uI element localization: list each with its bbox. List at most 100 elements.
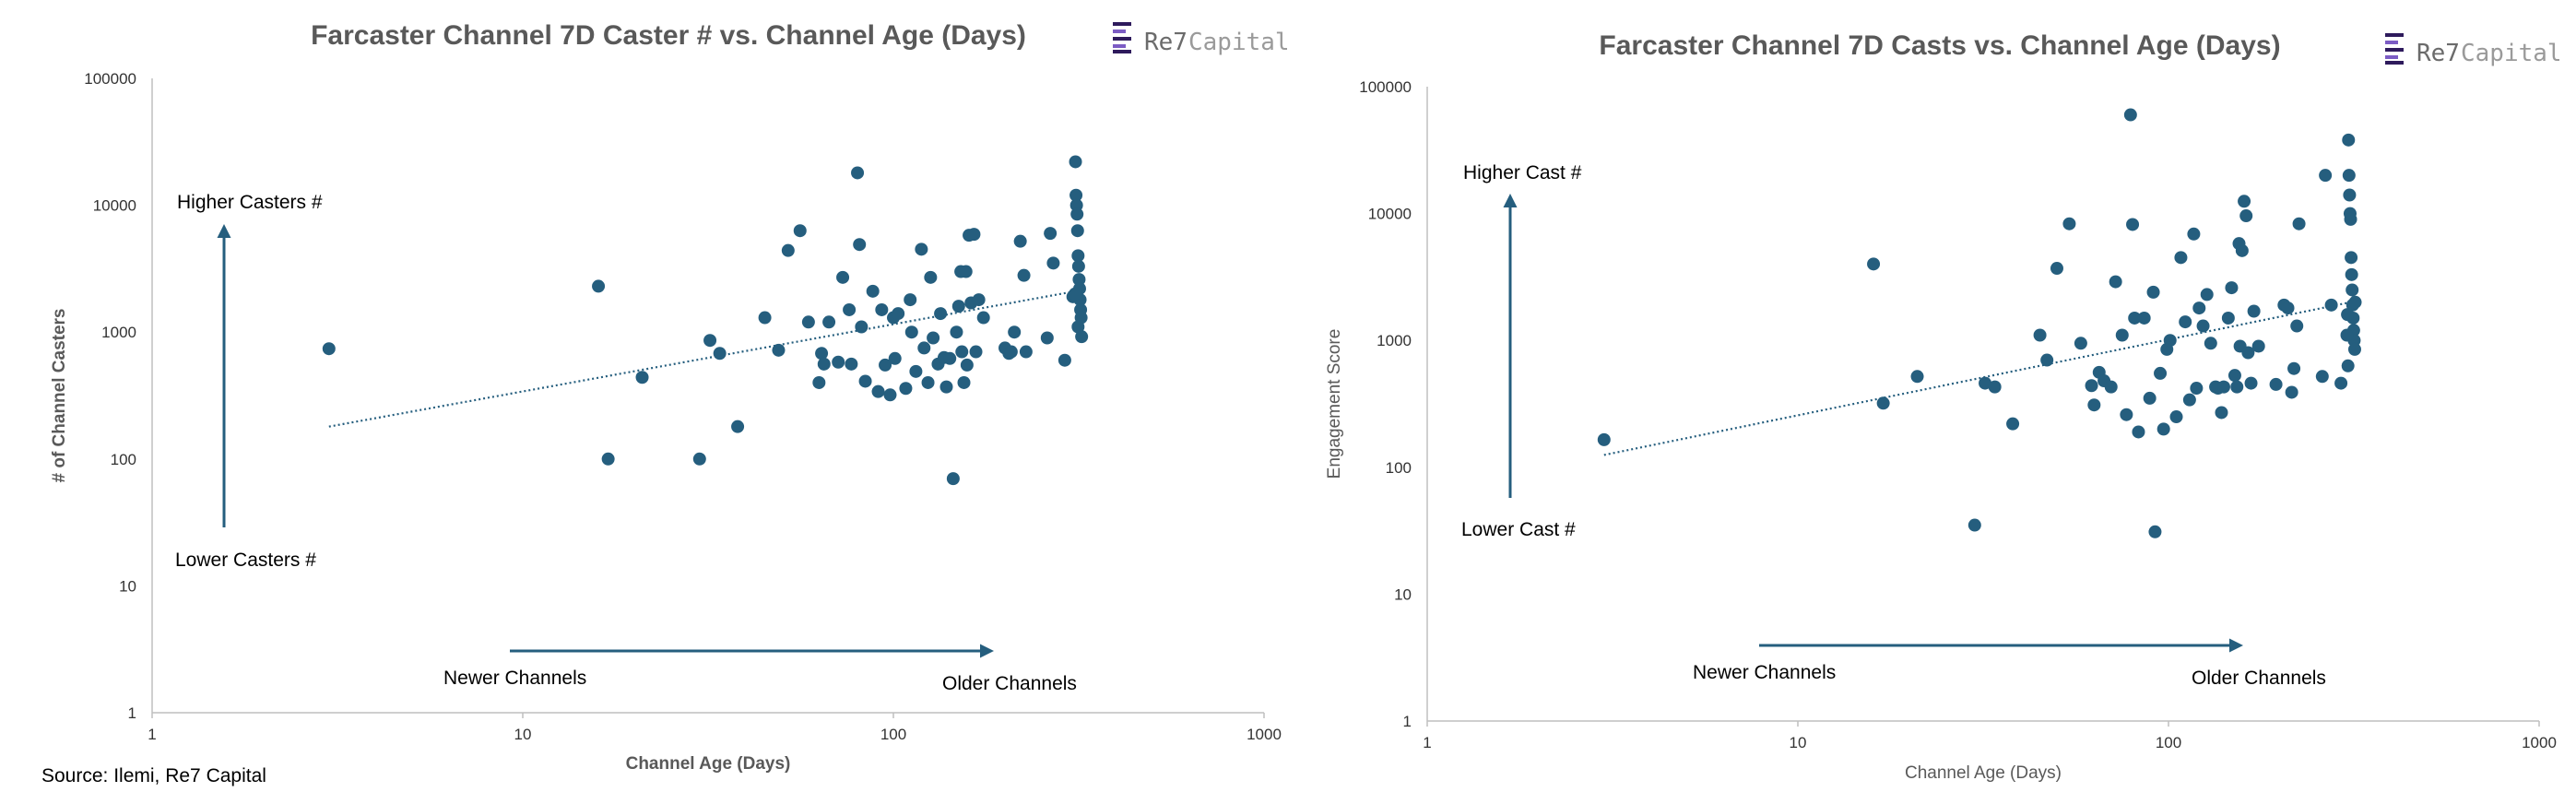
data-point xyxy=(2154,366,2168,380)
data-point xyxy=(1072,273,1086,287)
data-point xyxy=(2190,382,2204,396)
re7-logo: Re7 Capital xyxy=(2385,33,2562,67)
data-point xyxy=(2247,304,2261,318)
data-point xyxy=(2347,342,2361,356)
data-point xyxy=(2196,319,2210,333)
data-point xyxy=(2324,298,2338,312)
data-point xyxy=(1058,353,1071,367)
data-point xyxy=(845,357,858,371)
y-tick-label: 100000 xyxy=(84,70,136,88)
data-point xyxy=(2192,302,2206,315)
y-tick-label: 1 xyxy=(1403,713,1412,730)
data-point xyxy=(2285,385,2298,399)
data-point xyxy=(924,270,938,284)
data-point xyxy=(976,311,990,325)
data-point xyxy=(866,284,880,298)
re7-logo-icon xyxy=(1113,22,1131,53)
data-point xyxy=(601,452,615,466)
annotation-higher: Higher Cast # xyxy=(1463,162,1582,183)
data-point xyxy=(2104,380,2118,394)
data-point xyxy=(731,420,745,433)
data-point xyxy=(967,228,981,242)
data-point xyxy=(1071,259,1085,273)
data-point xyxy=(2315,370,2329,384)
re7-logo-icon xyxy=(2385,33,2404,65)
data-point xyxy=(2215,406,2228,420)
data-point xyxy=(855,320,869,334)
data-point xyxy=(1988,380,2002,394)
data-point xyxy=(950,325,963,339)
data-point xyxy=(2244,376,2258,390)
data-point xyxy=(871,384,885,398)
data-point xyxy=(2123,108,2137,122)
data-point xyxy=(957,375,971,389)
data-point xyxy=(2345,267,2358,281)
data-point xyxy=(817,357,831,371)
data-point xyxy=(2230,380,2244,394)
data-point xyxy=(2241,346,2255,360)
data-point xyxy=(635,371,649,384)
x-axis-label: Channel Age (Days) xyxy=(1905,763,2062,783)
data-point xyxy=(1069,188,1083,202)
data-point xyxy=(1070,207,1084,221)
y-tick-label: 100000 xyxy=(1359,78,1412,96)
data-point xyxy=(904,293,917,307)
data-point xyxy=(972,293,986,307)
data-point xyxy=(1070,224,1084,238)
data-point xyxy=(1068,287,1081,301)
data-point xyxy=(899,382,913,396)
data-point xyxy=(692,452,706,466)
chart-panel-casts: Farcaster Channel 7D Casts vs. Channel A… xyxy=(1288,0,2576,804)
y-tick-label: 1000 xyxy=(1377,332,1412,349)
data-point xyxy=(943,351,957,365)
x-tick-label: 1000 xyxy=(2522,734,2557,751)
chart-casts: Farcaster Channel 7D Casts vs. Channel A… xyxy=(1325,30,2562,783)
chart-title: Farcaster Channel 7D Casts vs. Channel A… xyxy=(1599,30,2280,61)
data-point xyxy=(2040,353,2054,367)
y-tick-label: 10 xyxy=(1394,585,1412,603)
data-point xyxy=(915,242,928,256)
data-point xyxy=(2132,425,2145,439)
data-point xyxy=(851,166,865,180)
data-point xyxy=(2204,337,2217,350)
chart-title: Farcaster Channel 7D Caster # vs. Channe… xyxy=(311,20,1026,51)
y-tick-label: 10000 xyxy=(93,197,136,215)
y-tick-label: 1000 xyxy=(101,324,136,341)
x-tick-label: 1000 xyxy=(1247,726,1282,743)
data-point xyxy=(832,355,845,369)
y-axis-label: Engagement Score xyxy=(1325,329,1344,479)
data-point xyxy=(2334,376,2348,390)
data-point xyxy=(2287,361,2301,375)
data-point xyxy=(815,347,829,361)
data-point xyxy=(1071,249,1085,263)
data-point xyxy=(2033,328,2047,342)
data-point xyxy=(960,358,974,372)
y-tick-label: 10000 xyxy=(1368,206,1412,223)
logo-text-primary: Re7 xyxy=(1144,29,1188,56)
data-point xyxy=(1867,257,1881,271)
data-point xyxy=(1069,155,1082,169)
data-point xyxy=(2341,308,2355,322)
data-point xyxy=(2187,227,2201,241)
chart-panel-casters: Farcaster Channel 7D Caster # vs. Channe… xyxy=(41,20,1290,786)
annotation-lower: Lower Casters # xyxy=(175,550,316,571)
y-tick-label: 100 xyxy=(111,451,136,468)
data-point xyxy=(2163,334,2177,348)
data-point xyxy=(812,375,826,389)
data-point xyxy=(592,279,606,293)
data-point xyxy=(1013,234,1027,248)
data-point xyxy=(758,311,772,325)
data-point xyxy=(969,345,983,359)
data-point xyxy=(2239,209,2253,223)
logo-text-secondary: Capital xyxy=(2461,40,2562,67)
data-point xyxy=(1044,227,1058,241)
data-point xyxy=(853,238,867,252)
data-point xyxy=(921,375,935,389)
data-point xyxy=(946,472,960,486)
data-point xyxy=(793,224,807,238)
annotation-newer: Newer Channels xyxy=(1693,662,1836,683)
data-point xyxy=(2146,285,2160,299)
data-point xyxy=(934,307,948,321)
x-tick-label: 100 xyxy=(880,726,906,743)
data-point xyxy=(2157,422,2170,436)
